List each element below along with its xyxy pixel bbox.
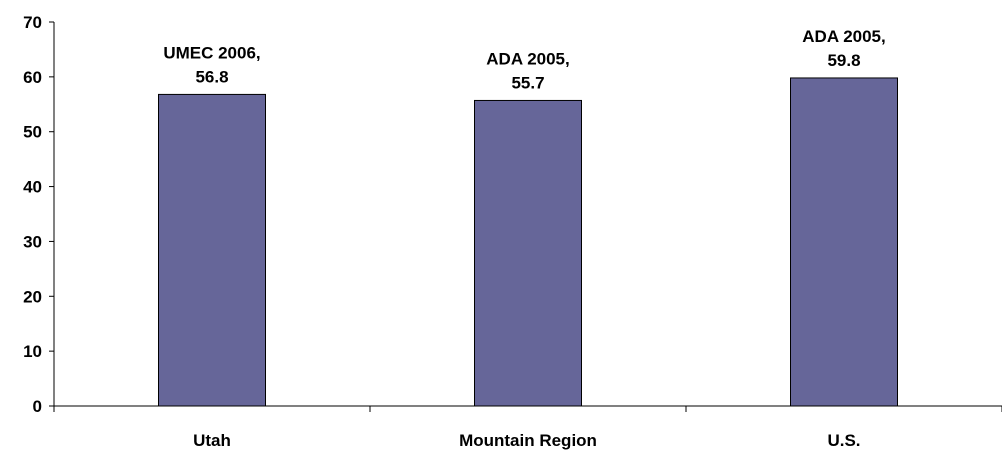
y-tick-label: 10 [23,342,42,361]
y-tick-label: 40 [23,178,42,197]
bar [474,99,582,407]
x-axis-labels: Utah Mountain Region U.S. [193,431,860,450]
y-tick-label: 60 [23,68,42,87]
bar [158,93,266,407]
data-label: 59.8 [827,51,860,70]
y-tick-label: 20 [23,287,42,306]
data-label: 55.7 [511,73,544,92]
data-label: ADA 2005, [802,27,885,46]
y-tick-label: 70 [23,13,42,32]
x-category-label: U.S. [827,431,860,450]
x-category-label: Utah [193,431,231,450]
data-label: 56.8 [195,67,228,86]
y-tick-label: 0 [33,397,42,416]
y-tick-label: 30 [23,232,42,251]
y-tick-label: 50 [23,123,42,142]
x-category-label: Mountain Region [459,431,597,450]
data-label: UMEC 2006, [163,43,260,62]
data-labels: UMEC 2006, 56.8 ADA 2005, 55.7 ADA 2005, 59.8 [163,27,885,92]
data-label: ADA 2005, [486,49,569,68]
bar-series [158,77,898,407]
bar [790,77,898,407]
y-axis-ticks: 0 10 20 30 40 50 60 70 [23,13,1002,416]
